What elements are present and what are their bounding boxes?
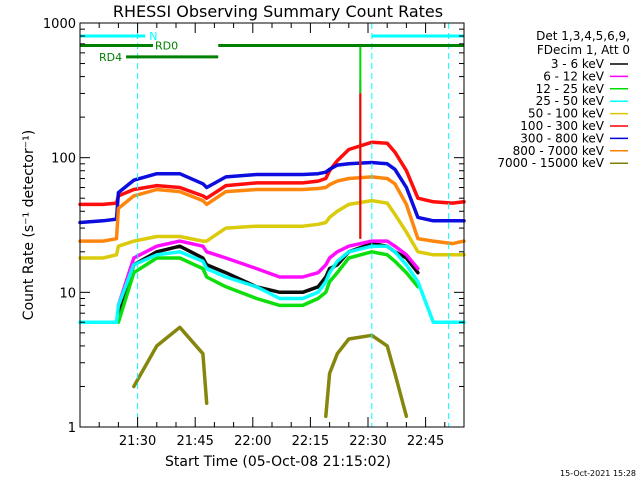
x-tick-label: 22:30	[349, 434, 386, 449]
flag-label: RD0	[155, 40, 178, 53]
flag-label: RD4	[99, 51, 122, 64]
x-tick-label: 22:45	[407, 434, 444, 449]
footer-timestamp: 15-Oct-2021 15:28	[560, 469, 636, 478]
x-tick-label: 22:00	[234, 434, 271, 449]
legend-entry-label: 7000 - 15000 keV	[497, 156, 604, 170]
y-tick-label: 100	[51, 152, 76, 167]
legend-entry-label: 50 - 100 keV	[528, 107, 605, 121]
legend-header-2: FDecim 1, Att 0	[537, 43, 630, 57]
series-line	[116, 239, 420, 308]
legend-entry-label: 100 - 300 keV	[520, 119, 604, 133]
y-tick-label: 1	[68, 421, 76, 436]
x-tick-label: 21:45	[176, 434, 213, 449]
flag-label: N	[149, 30, 157, 43]
legend-entry-label: 25 - 50 keV	[536, 94, 605, 108]
series-line	[78, 160, 466, 225]
legend-entry-label: 6 - 12 keV	[543, 69, 605, 83]
legend-entry-label: 300 - 800 keV	[520, 131, 604, 145]
y-axis-label: Count Rate (s⁻¹ detector⁻¹)	[21, 130, 37, 320]
legend-entry-label: 800 - 7000 keV	[513, 144, 605, 158]
x-axis: 21:30 21:45 22:00 22:15 22:30 22:45	[79, 23, 465, 449]
x-tick-label: 21:30	[119, 434, 156, 449]
series-line	[132, 325, 409, 419]
y-tick-label: 10	[59, 286, 76, 301]
y-axis: 1 10 100 1000	[43, 17, 464, 436]
x-axis-label: Start Time (05-Oct-08 21:15:02)	[165, 454, 391, 470]
legend: Det 1,3,4,5,6,9, FDecim 1, Att 0 3 - 6 k…	[497, 29, 630, 170]
legend-entry-label: 3 - 6 keV	[551, 57, 605, 71]
series-line	[116, 250, 420, 324]
x-tick-label: 22:15	[292, 434, 329, 449]
legend-header-1: Det 1,3,4,5,6,9,	[536, 29, 630, 43]
series-line	[78, 198, 466, 260]
legend-entry-label: 12 - 25 keV	[536, 82, 605, 96]
chart-title: RHESSI Observing Summary Count Rates	[113, 2, 443, 21]
y-tick-label: 1000	[43, 17, 76, 32]
